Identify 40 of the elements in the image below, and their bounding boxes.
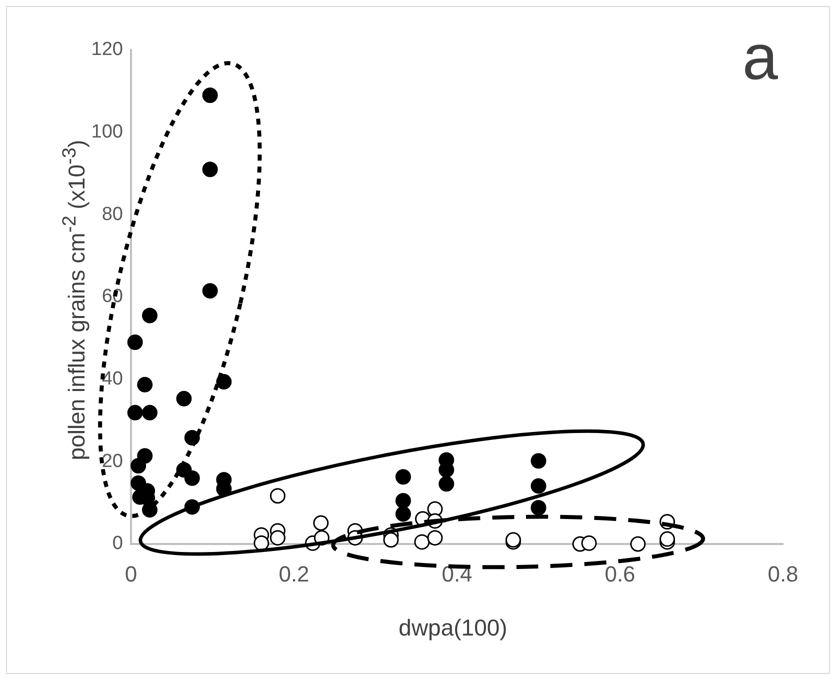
x-tick-label: 0.8 [768,561,798,586]
point [660,531,676,547]
x-tick-label: 0.6 [604,561,636,586]
y-tick-label: 120 [91,39,123,60]
point [395,506,411,522]
x-tick-label: 0.2 [278,561,310,586]
point [142,308,158,324]
point [202,88,218,104]
x-axis-title: dwpa(100) [398,614,508,642]
y-tick-label: 40 [102,368,123,390]
point [530,478,546,494]
point [395,469,411,485]
point [127,404,143,420]
point [142,404,158,420]
point [395,493,411,509]
y-tick-label: 80 [102,204,123,225]
point [176,390,192,406]
y-tick-label: 100 [91,122,123,143]
point [202,162,218,178]
point [270,530,286,546]
point [127,334,143,350]
point [202,283,218,299]
point [630,536,646,552]
point [184,470,200,486]
point [581,535,597,551]
y-tick-label: 0 [112,533,123,554]
point [438,476,454,492]
point [383,532,399,548]
point [270,488,286,504]
point [530,500,546,516]
point [130,458,146,474]
point [414,534,430,550]
point [137,376,153,392]
y-tick-label: 20 [102,450,123,472]
point [313,515,329,531]
point [254,535,270,551]
point [216,374,232,390]
annotation: a [742,20,778,94]
point [427,530,443,546]
point [530,453,546,469]
